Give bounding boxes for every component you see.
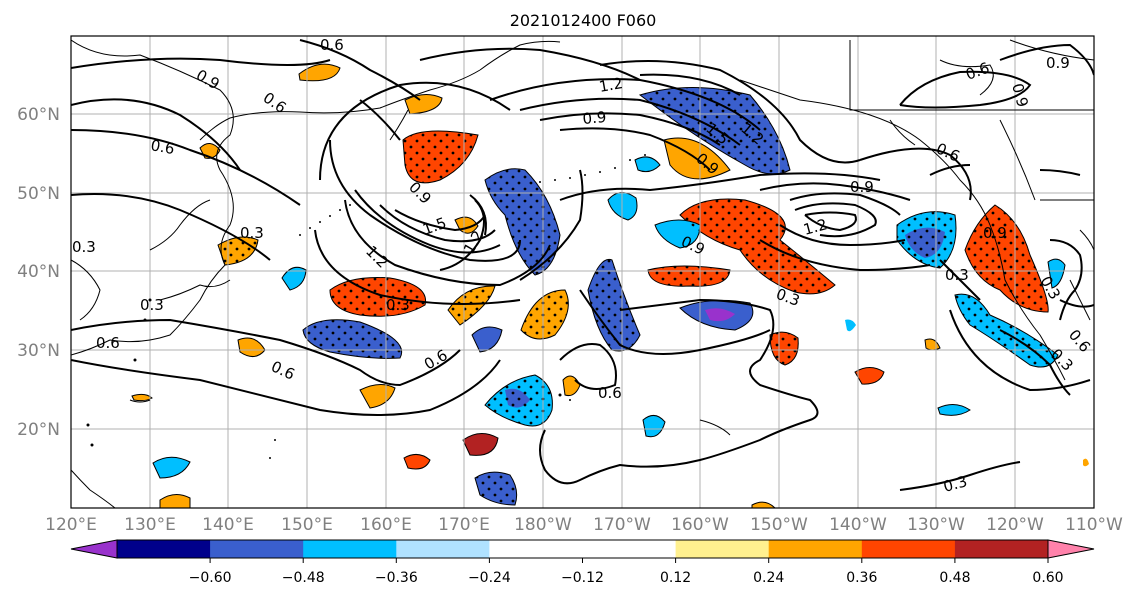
positive-anomaly-region [403,454,431,470]
contour-label: 0.6 [149,136,176,158]
lon-label: 140°E [202,515,254,535]
positive-anomaly-region [159,494,191,508]
coastlines [71,39,1094,508]
lat-label: 60°N [17,105,60,125]
colorbar-segments [117,540,1049,558]
colorbar-tick-labels: −0.60 −0.48 −0.36 −0.24 −0.12 0.12 0.24 0.36 0.4… [189,570,1064,586]
colorbar-segment [396,540,490,558]
longitude-axis-labels: 120°E 130°E 140°E 150°E 160°E 170°E 180°… [45,515,1123,535]
lon-label: 140°W [829,515,887,535]
lon-label: 160°W [671,515,729,535]
contour-label: 1.2 [598,74,625,96]
contour-label: 0.9 [1008,81,1032,109]
negative-anomaly-region [471,326,503,353]
negative-anomaly-region [937,404,971,416]
colorbar-tick-label: 0.24 [753,570,784,586]
lon-label: 120°E [45,515,97,535]
lat-label: 50°N [17,184,60,204]
lat-label: 20°N [17,420,60,440]
colorbar-segment [675,540,770,558]
map-area: 0.9 0.6 0.6 0.6 0.3 0.3 0.6 0.6 0.6 1.5 … [71,36,1094,508]
contour-label: 0.6 [96,334,120,352]
colorbar-tick-label: −0.12 [561,570,604,586]
colorbar-segment [954,540,1049,558]
colorbar: −0.60 −0.48 −0.36 −0.24 −0.12 0.12 0.24 0.36 0.4… [70,539,1095,586]
contour-label: 0.3 [240,224,264,242]
latitude-axis-labels: 60°N 50°N 40°N 30°N 20°N [17,105,60,440]
lon-label: 130°W [907,515,965,535]
contour-label: 0.9 [983,224,1007,242]
colorbar-tick-label: −0.60 [189,570,232,586]
negative-anomaly-region [642,415,666,438]
colorbar-tick-label: −0.24 [468,570,511,586]
positive-anomaly-region [404,94,443,115]
colorbar-tick-label: 0.60 [1032,570,1063,586]
colorbar-tick-label: 0.36 [846,570,877,586]
colorbar-tick-label: −0.48 [282,570,325,586]
contour-label: 0.6 [598,384,622,402]
map-title: 2021012400 F060 [510,11,657,30]
colorbar-segment [489,540,583,558]
positive-anomaly-region [298,63,341,82]
negative-anomaly-region [1047,258,1066,289]
positive-anomaly-region [751,501,776,508]
negative-anomaly-region [845,319,856,332]
lon-label: 160°E [360,515,412,535]
contour-label: 0.3 [945,266,969,284]
colorbar-ticks [209,558,1049,563]
lon-label: 180°W [514,515,572,535]
contour-label: 0.9 [850,178,874,196]
negative-anomaly-region [705,308,735,322]
colorbar-segment [768,540,863,558]
negative-anomaly-region [654,219,701,249]
positive-anomaly-region [462,433,499,456]
colorbar-arrow-left [70,539,118,559]
contour-label: 0.3 [72,238,96,256]
colorbar-tick-label: 0.12 [660,570,691,586]
contour-label: 0.6 [320,36,344,54]
lat-label: 30°N [17,341,60,361]
colorbar-segment [582,540,677,558]
colorbar-segment [303,540,397,558]
lat-label: 40°N [17,262,60,282]
significance-stippling [218,87,1058,505]
contour-label: 1.2 [801,215,829,239]
colorbar-tick-label: −0.36 [375,570,418,586]
map-frame [70,35,1095,509]
colorbar-segment [861,540,956,558]
lon-label: 110°W [1065,515,1123,535]
lon-label: 150°E [281,515,333,535]
contour-label: 0.9 [1046,54,1070,72]
contour-label: 0.9 [582,108,607,128]
colorbar-segment [210,540,304,558]
negative-anomaly-region [634,156,661,173]
lon-label: 130°E [124,515,176,535]
positive-anomaly-region [131,393,153,402]
negative-anomaly-region [152,456,191,479]
lon-label: 170°E [438,515,490,535]
contour-label: 0.3 [386,296,410,314]
contour-label: 0.3 [140,296,164,314]
positive-anomaly-region [854,367,885,385]
negative-anomaly-region [1083,458,1089,467]
contour-lines [71,39,1094,491]
lon-label: 150°W [750,515,808,535]
colorbar-arrow-right [1047,539,1095,559]
lon-label: 170°W [593,515,651,535]
contour-label: 0.3 [941,472,969,496]
colorbar-segment [117,540,211,558]
colorbar-tick-label: 0.48 [939,570,970,586]
negative-anomaly-region [281,266,307,291]
lon-label: 120°W [986,515,1044,535]
